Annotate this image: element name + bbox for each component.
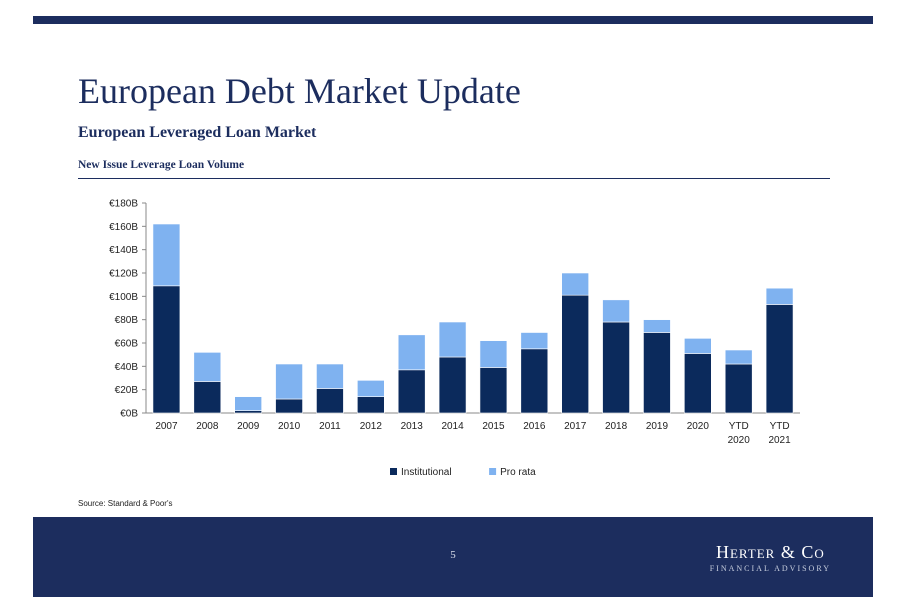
top-accent-bar [33,16,873,24]
y-tick-label: €120B [109,269,138,280]
bar-pro-rata [684,338,712,354]
page-subtitle: European Leveraged Loan Market [78,124,317,141]
loan-volume-chart: €0B €20B €40B €60B €80B €100B €120B €140B €160B €… [109,199,800,478]
x-tick-label: 2009 [237,421,260,432]
bar-pro-rata [765,287,794,305]
bar-institutional [275,398,303,414]
bar-institutional [397,369,426,414]
brand-name: Herter & Co [715,542,825,562]
legend-label: Institutional [401,467,452,478]
bar-pro-rata [316,363,344,389]
y-tick-label: €20B [115,385,139,396]
legend-swatch-pro-rata [489,468,497,475]
bar-institutional [479,367,508,414]
bar-institutional [643,332,671,414]
bar-institutional [602,321,630,414]
page-number: 5 [450,549,456,561]
y-tick-label: €100B [109,292,138,303]
bar-institutional [234,410,262,414]
bar-pro-rata [193,352,222,382]
x-tick-label: 2019 [646,421,669,432]
x-tick-label: 2017 [564,421,587,432]
bar-pro-rata [438,321,467,358]
x-tick-label: YTD [729,421,749,432]
bar-institutional [357,396,385,414]
bar-institutional [765,304,794,414]
page-title: European Debt Market Update [78,71,521,111]
bar-pro-rata [561,272,589,296]
bar-institutional [316,388,344,414]
y-tick-label: €180B [109,199,138,210]
bar-pro-rata [152,223,181,287]
y-tick-label: €40B [115,362,139,373]
x-tick-label: 2010 [278,421,301,432]
section-divider [78,178,830,179]
bar-pro-rata [357,380,385,397]
y-tick-label: €0B [120,409,138,420]
x-tick-label: 2011 [319,421,341,432]
x-tick-label: 2018 [605,421,628,432]
section-title: New Issue Leverage Loan Volume [78,159,245,171]
bar-institutional [438,356,467,414]
bar-institutional [152,285,181,414]
bar-institutional [724,363,753,414]
bar-pro-rata [479,340,508,368]
x-tick-label: 2021 [768,435,791,446]
legend-swatch-institutional [390,468,397,475]
bar-institutional [193,381,222,414]
x-tick-label: 2020 [687,421,710,432]
bar-institutional [520,348,549,414]
y-tick-label: €140B [109,245,138,256]
brand-tagline: FINANCIAL ADVISORY [709,564,831,573]
bar-pro-rata [234,396,262,411]
legend-label: Pro rata [500,467,536,478]
x-tick-label: 2020 [728,435,751,446]
bar-institutional [684,353,712,414]
bar-institutional [561,294,589,414]
x-tick-label: YTD [770,421,790,432]
bar-pro-rata [724,349,753,365]
x-tick-label: 2013 [401,421,424,432]
footer-band: 5 Herter & Co FINANCIAL ADVISORY [33,517,873,597]
y-tick-label: €160B [109,222,138,233]
bar-pro-rata [602,299,630,323]
y-tick-label: €60B [115,339,139,350]
y-tick-label: €80B [115,315,139,326]
bar-pro-rata [397,334,426,371]
bar-pro-rata [520,332,549,350]
x-tick-label: 2008 [196,421,219,432]
source-note: Source: Standard & Poor's [78,499,173,508]
x-tick-label: 2015 [482,421,505,432]
x-tick-label: 2012 [360,421,383,432]
x-tick-label: 2014 [441,421,464,432]
x-tick-label: 2007 [155,421,178,432]
x-tick-label: 2016 [523,421,546,432]
bar-pro-rata [275,363,303,400]
brand-logo: Herter & Co FINANCIAL ADVISORY [710,542,831,573]
bar-pro-rata [643,319,671,333]
